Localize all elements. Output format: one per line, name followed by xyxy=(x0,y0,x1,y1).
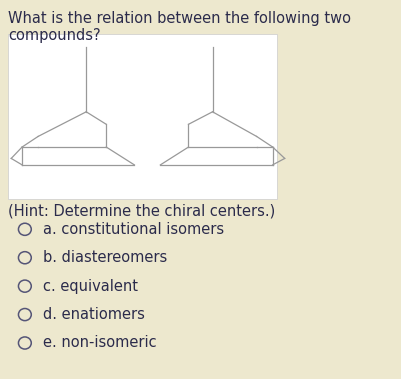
Text: e. non-isomeric: e. non-isomeric xyxy=(43,335,157,351)
Text: a. constitutional isomers: a. constitutional isomers xyxy=(43,222,225,237)
Text: What is the relation between the following two compounds?: What is the relation between the followi… xyxy=(8,11,351,43)
Text: b. diastereomers: b. diastereomers xyxy=(43,250,168,265)
Text: c. equivalent: c. equivalent xyxy=(43,279,138,294)
FancyBboxPatch shape xyxy=(8,34,277,199)
Text: (Hint: Determine the chiral centers.): (Hint: Determine the chiral centers.) xyxy=(8,203,275,218)
Text: d. enatiomers: d. enatiomers xyxy=(43,307,145,322)
